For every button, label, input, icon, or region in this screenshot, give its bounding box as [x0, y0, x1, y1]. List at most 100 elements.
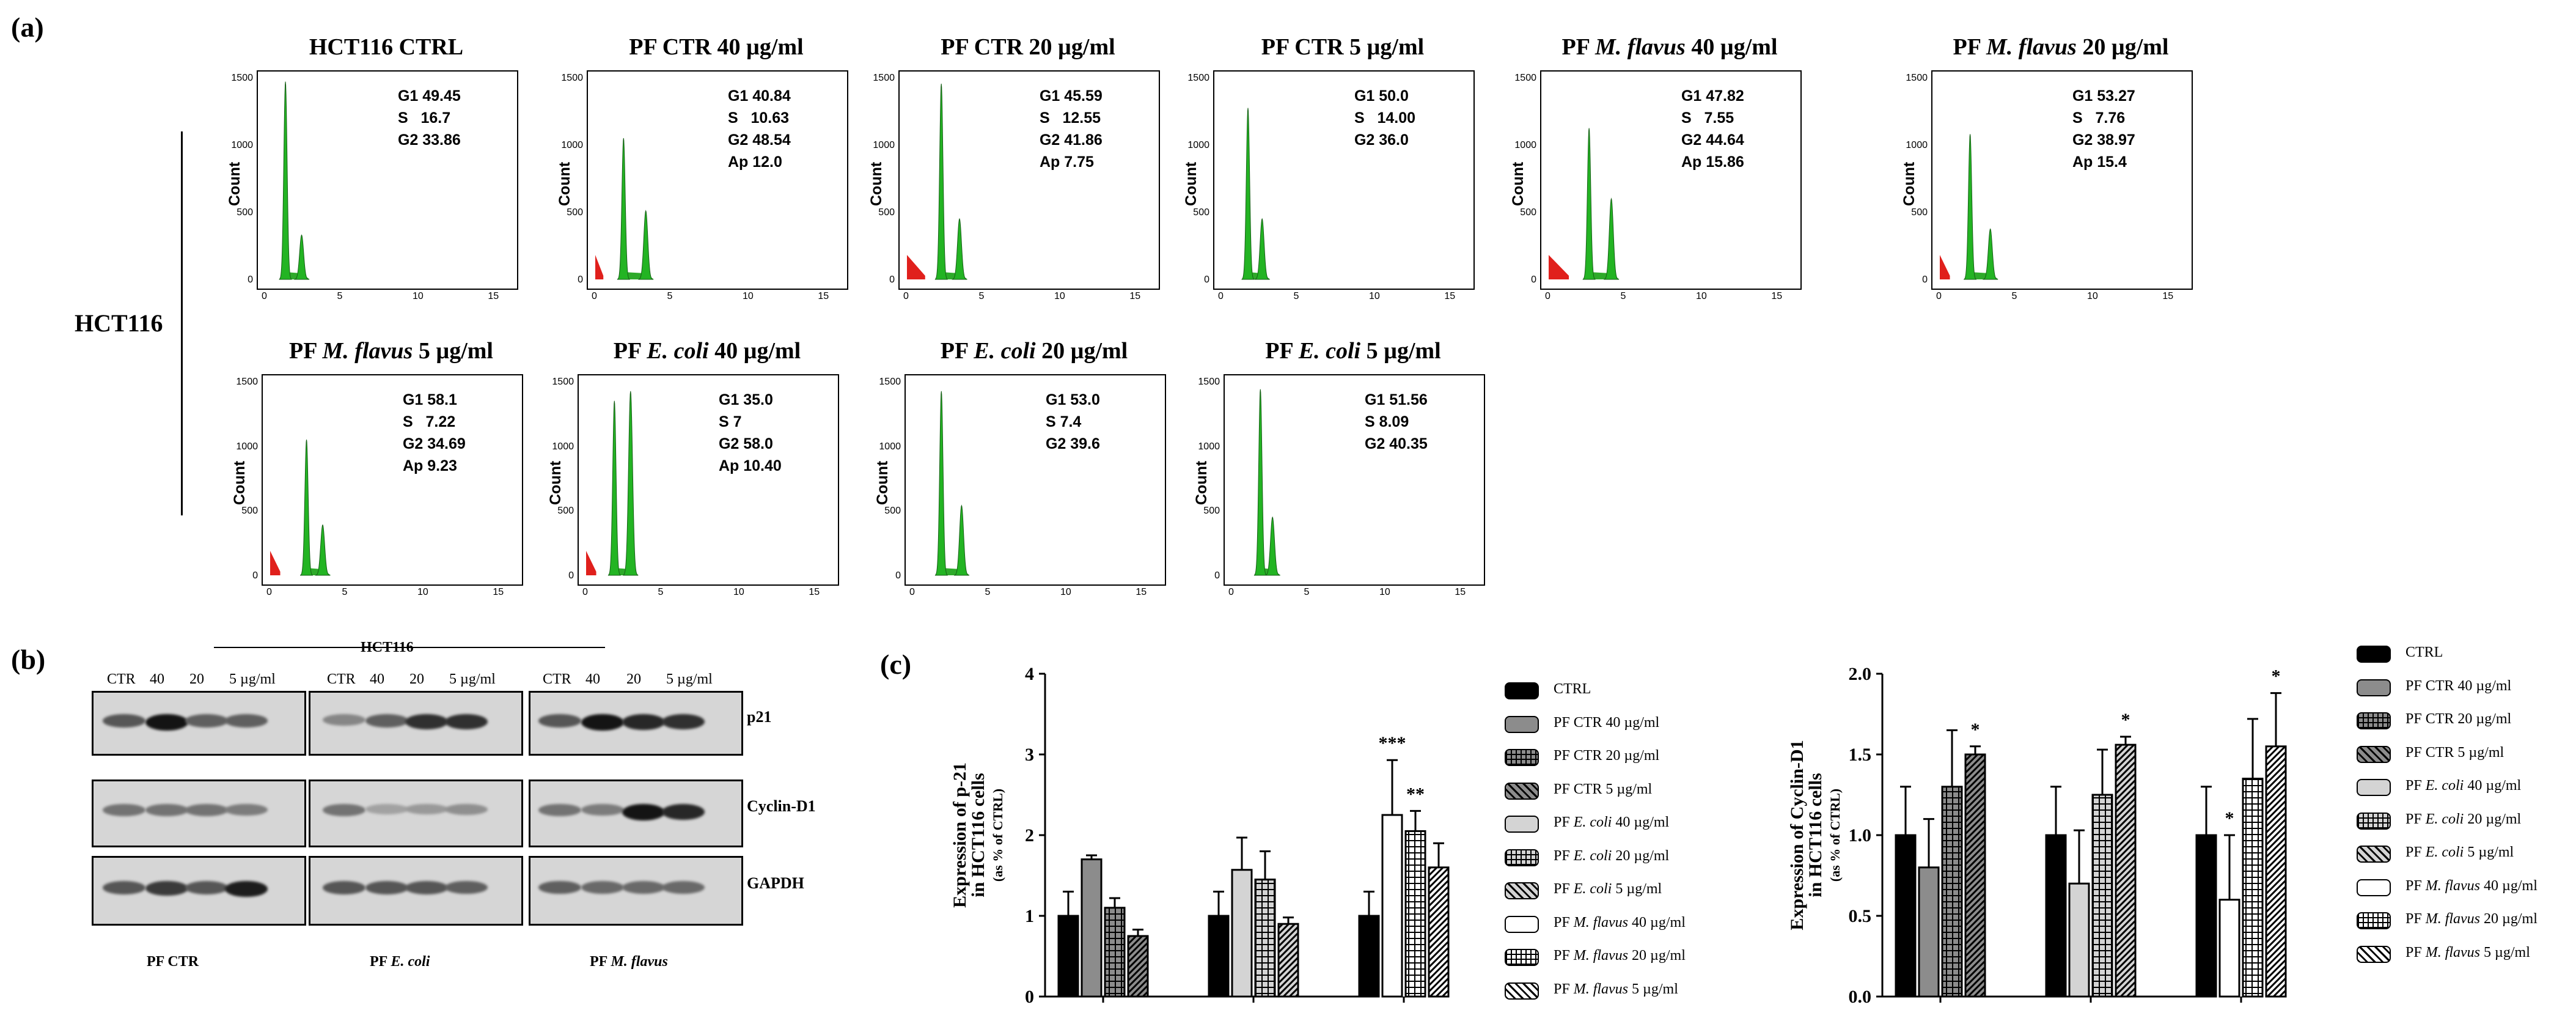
significance-marker: ***	[1379, 733, 1406, 753]
protein-band	[323, 803, 365, 817]
legend-label: PF M. flavus 5 µg/ml	[2405, 944, 2530, 960]
fc-xtick: 5	[1620, 291, 1626, 301]
y-axis-label: Expression of Cyclin-D1	[1787, 740, 1807, 930]
fc-ytick: 1500	[873, 73, 895, 83]
legend-swatch	[2357, 879, 2391, 896]
g1-peak	[1964, 134, 1977, 280]
fc-plot-frame: G1 51.56 S 8.09 G2 40.35 Count 1500 1000 500…	[1193, 374, 1485, 597]
fc-ytick: 500	[878, 207, 895, 218]
legend-label: CTRL	[2405, 644, 2443, 660]
legend-label: PF M. flavus 5 µg/ml	[1554, 981, 1678, 997]
fc-ytick: 500	[557, 506, 574, 517]
lane-label: 5 µg/ml	[229, 671, 276, 687]
bar	[1428, 866, 1450, 998]
fc-stats: G1 53.0 S 7.4 G2 39.6	[1045, 391, 1100, 452]
g2-peak	[1604, 197, 1619, 280]
fc-title: HCT116 CTRL	[309, 34, 464, 60]
bar	[2195, 834, 2217, 998]
protein-band	[445, 880, 488, 894]
legend-label: PF M. flavus 20 µg/ml	[1554, 948, 1686, 964]
fc-histogram	[1549, 128, 1620, 280]
g2-peak	[1254, 218, 1270, 280]
legend-label: PF E. coli 5 µg/ml	[1554, 881, 1662, 897]
apoptotic-peak	[1940, 255, 1950, 279]
g2-peak	[1264, 516, 1280, 576]
fc-xtick: 15	[488, 291, 499, 301]
fc-xtick: 5	[2011, 291, 2017, 301]
protein-label: GAPDH	[747, 874, 804, 893]
legend-label: PF M. flavus 40 µg/ml	[1554, 914, 1686, 931]
fc-xtick: 0	[582, 587, 588, 597]
lane-label: 40	[370, 671, 384, 687]
fc-stats: G1 53.27 S 7.76 G2 38.97 Ap 15.4	[2072, 87, 2135, 171]
fc-ytick: 500	[567, 207, 583, 218]
g2-peak	[315, 524, 331, 576]
g2-peak	[638, 210, 654, 280]
bar	[1895, 834, 1917, 998]
legend-label: PF E. coli 20 µg/ml	[1554, 847, 1670, 864]
fc-ylabel: Count	[547, 460, 564, 506]
protein-band	[662, 803, 705, 820]
bar	[2091, 794, 2113, 998]
lane-label: 20	[409, 671, 424, 687]
fc-histogram	[586, 391, 639, 576]
fc-ylabel: Count	[1510, 161, 1527, 207]
legend-swatch	[2357, 912, 2391, 929]
y-tick-label: 3	[1025, 745, 1034, 765]
protein-band	[538, 880, 581, 894]
fc-xtick: 10	[733, 587, 744, 597]
bar	[1208, 915, 1230, 998]
protein-band	[622, 714, 665, 730]
fc-ytick: 500	[241, 506, 258, 517]
lane-label: 40	[150, 671, 164, 687]
fc-xtick: 15	[1771, 291, 1783, 301]
g1-peak	[1582, 128, 1596, 280]
apoptotic-peak	[907, 255, 925, 279]
apoptotic-peak	[595, 255, 604, 279]
blot-strip	[309, 856, 523, 926]
g1-peak	[607, 400, 621, 576]
protein-band	[225, 803, 268, 816]
protein-band	[225, 880, 268, 898]
fc-xtick: 0	[262, 291, 267, 301]
fc-xtick: 0	[1228, 587, 1234, 597]
lane-label: CTR	[543, 671, 571, 687]
fc-title: PF CTR 40 µg/ml	[629, 34, 804, 60]
fc-title: PF E. coli 5 µg/ml	[1265, 338, 1441, 364]
cyclin-d1-bar-chart: 0.0 0.5 1.0 1.5 2.0 Expression of Cyclin-D1in…	[1787, 664, 2287, 1007]
protein-band	[365, 880, 408, 895]
y-axis-label: in HCT116 cells	[1805, 773, 1826, 897]
bar	[1081, 858, 1103, 998]
fc-xtick: 0	[266, 587, 272, 597]
protein-band	[145, 880, 188, 896]
bar	[1127, 935, 1149, 998]
y-tick-label: 1.5	[1849, 745, 1872, 765]
fc-ylabel: Count	[231, 460, 248, 506]
fc-ytick: 1500	[879, 377, 901, 387]
legend-swatch	[1505, 682, 1539, 699]
fc-xtick: 5	[337, 291, 343, 301]
protein-band	[185, 714, 228, 728]
fc-title: PF M. flavus 5 µg/ml	[289, 338, 493, 364]
legend-swatch	[1505, 715, 1539, 733]
g2-peak	[623, 391, 639, 576]
fc-ytick: 0	[568, 570, 574, 581]
bar	[1941, 786, 1963, 998]
panel-c-letter: (c)	[880, 649, 912, 680]
fc-ytick: 500	[1911, 207, 1928, 218]
hct116-header: HCT116	[361, 640, 414, 655]
legend-label: PF E. coli 40 µg/ml	[2405, 778, 2522, 794]
fc-ytick: 500	[1520, 207, 1536, 218]
lane-label: 40	[585, 671, 600, 687]
fc-xtick: 5	[1304, 587, 1310, 597]
fc-histogram	[279, 81, 310, 280]
fc-plot-frame: G1 58.1 S 7.22 G2 34.69 Ap 9.23 Count 1500…	[231, 374, 523, 597]
protein-band	[185, 880, 228, 895]
protein-band	[662, 714, 705, 730]
legend-swatch	[2357, 646, 2391, 663]
legend-swatch	[2357, 812, 2391, 830]
fc-ytick: 0	[252, 570, 258, 581]
fc-xtick: 5	[667, 291, 673, 301]
lane-label: 20	[189, 671, 204, 687]
legend-swatch	[1505, 749, 1539, 766]
